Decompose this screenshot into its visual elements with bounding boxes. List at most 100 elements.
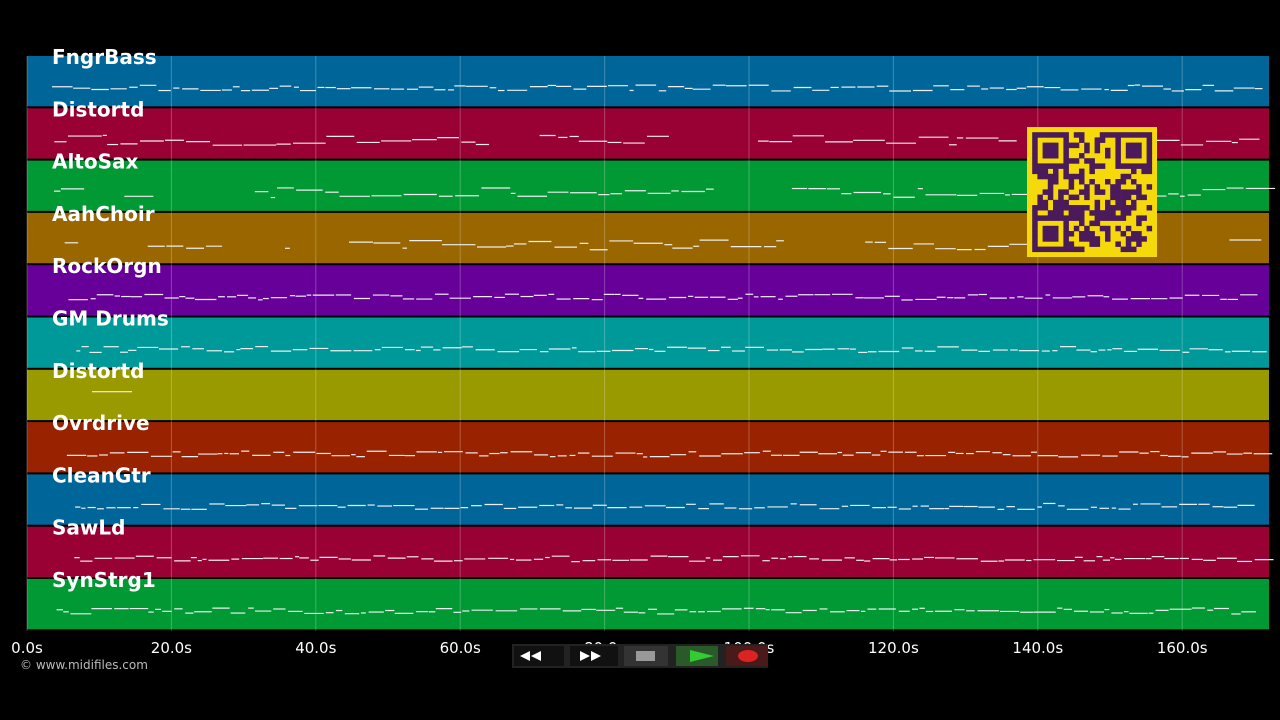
qr-cell (1131, 153, 1137, 159)
qr-cell (1047, 163, 1054, 169)
qr-cell (1042, 142, 1049, 149)
qr-cell (1084, 147, 1090, 154)
qr-cell (1146, 205, 1153, 211)
qr-cell (1063, 199, 1069, 206)
rewind-button[interactable] (514, 646, 564, 666)
qr-cell (1032, 147, 1038, 154)
qr-cell (1099, 137, 1106, 143)
qr-cell (1084, 225, 1090, 232)
qr-cell (1131, 199, 1137, 206)
qr-cell (1084, 194, 1090, 201)
qr-cell (1115, 184, 1121, 190)
qr-cell (1110, 132, 1116, 138)
qr-cell (1089, 241, 1095, 247)
qr-cell (1063, 147, 1069, 154)
qr-cell (1131, 246, 1137, 253)
qr-cell (1053, 153, 1059, 159)
qr-cell (1084, 158, 1090, 164)
qr-cell (1068, 173, 1075, 180)
forward-button[interactable] (570, 646, 618, 666)
qr-cell (1032, 215, 1038, 221)
qr-cell (1042, 153, 1049, 159)
qr-cell (1053, 179, 1059, 185)
track-name: Distortd (52, 97, 144, 121)
record-icon (738, 650, 758, 662)
qr-cell (1094, 199, 1101, 206)
qr-cell (1042, 231, 1049, 237)
qr-cell (1094, 184, 1101, 190)
forward-icon (580, 651, 601, 661)
qr-cell (1073, 215, 1080, 221)
qr-cell (1146, 184, 1153, 190)
qr-cell (1032, 236, 1038, 242)
qr-cell (1084, 142, 1090, 149)
qr-cell (1053, 173, 1059, 180)
qr-cell (1136, 132, 1142, 138)
qr-cell (1084, 205, 1090, 211)
qr-cell (1115, 163, 1121, 169)
qr-cell (1105, 225, 1111, 232)
copyright: © www.midifiles.com (20, 658, 148, 672)
qr-cell (1058, 199, 1064, 206)
qr-cell (1047, 142, 1054, 149)
qr-cell (1063, 153, 1069, 159)
qr-cell (1146, 168, 1153, 175)
qr-cell (1063, 158, 1069, 164)
qr-cell (1105, 179, 1111, 185)
qr-cell (1032, 220, 1038, 227)
qr-cell (1079, 173, 1085, 180)
qr-cell (1146, 132, 1153, 138)
qr-cell (1094, 189, 1101, 195)
time-tick-label: 60.0s (440, 639, 481, 657)
qr-cell (1079, 179, 1085, 185)
qr-cell (1146, 147, 1153, 154)
qr-cell (1105, 231, 1111, 237)
qr-cell (1073, 173, 1080, 180)
qr-cell (1094, 142, 1101, 149)
qr-cell (1042, 246, 1049, 253)
qr-cell (1053, 215, 1059, 221)
qr-cell (1105, 153, 1111, 159)
play-button[interactable] (676, 646, 718, 666)
qr-cell (1063, 231, 1069, 237)
qr-cell (1136, 189, 1142, 195)
qr-cell (1105, 147, 1111, 154)
qr-cell (1094, 236, 1101, 242)
qr-cell (1047, 132, 1054, 138)
stop-button[interactable] (624, 646, 668, 666)
qr-cell (1125, 241, 1132, 247)
qr-cell (1115, 225, 1121, 232)
qr-cell (1047, 189, 1054, 195)
qr-cell (1089, 210, 1095, 216)
qr-cell (1146, 142, 1153, 149)
qr-cell (1063, 225, 1069, 232)
qr-cell (1079, 220, 1085, 227)
qr-cell (1115, 241, 1121, 247)
qr-cell (1047, 210, 1054, 216)
qr-cell (1053, 225, 1059, 232)
qr-cell (1099, 132, 1106, 138)
qr-cell (1037, 246, 1043, 253)
qr-cell (1084, 231, 1090, 237)
qr-cell (1115, 179, 1121, 185)
qr-cell (1032, 246, 1038, 253)
qr-cell (1079, 231, 1085, 237)
qr-cell (1053, 142, 1059, 149)
qr-cell (1053, 168, 1059, 175)
qr-cell (1141, 194, 1147, 201)
qr-cell (1115, 189, 1121, 195)
qr-cell (1115, 194, 1121, 201)
qr-cell (1146, 163, 1153, 169)
record-button[interactable] (726, 646, 768, 666)
qr-cell (1068, 246, 1075, 253)
qr-cell (1068, 179, 1075, 185)
qr-cell (1099, 163, 1106, 169)
stop-icon (636, 651, 655, 661)
qr-code (1027, 127, 1157, 257)
qr-cell (1032, 231, 1038, 237)
qr-cell (1094, 220, 1101, 227)
qr-cell (1089, 179, 1095, 185)
qr-cell (1105, 199, 1111, 206)
qr-cell (1079, 132, 1085, 138)
qr-cell (1047, 246, 1054, 253)
